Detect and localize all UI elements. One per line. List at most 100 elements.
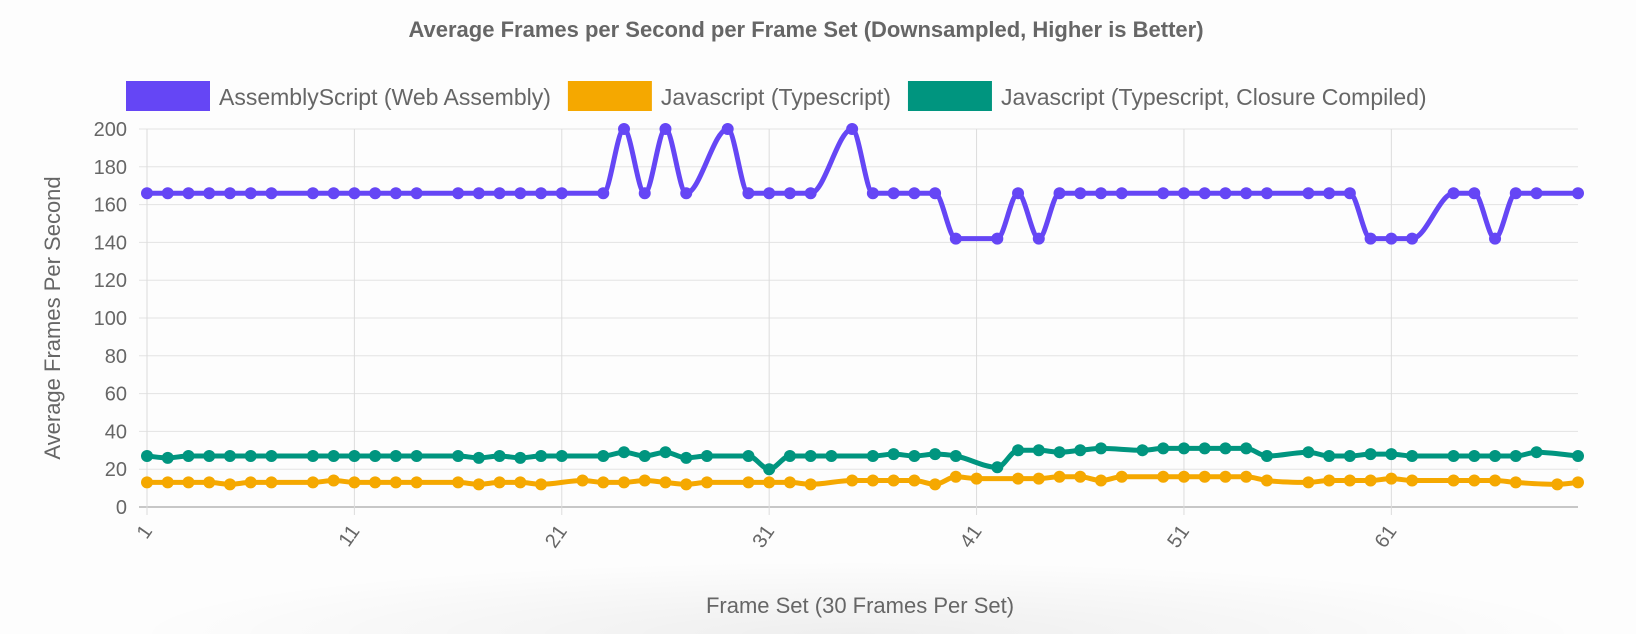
data-point[interactable] [1489, 474, 1502, 487]
data-point[interactable] [618, 476, 630, 489]
data-point[interactable] [1323, 474, 1336, 487]
data-point[interactable] [514, 451, 527, 464]
data-point[interactable] [1012, 187, 1025, 200]
data-point[interactable] [1468, 449, 1481, 462]
data-point[interactable] [659, 446, 672, 459]
data-point[interactable] [265, 476, 278, 489]
data-point[interactable] [306, 187, 319, 200]
data-point[interactable] [700, 449, 713, 462]
data-point[interactable] [410, 187, 423, 200]
data-point[interactable] [1572, 476, 1584, 489]
data-point[interactable] [1240, 470, 1253, 483]
data-point[interactable] [763, 187, 776, 200]
data-point[interactable] [161, 187, 174, 200]
data-point[interactable] [1572, 449, 1584, 462]
data-point[interactable] [1530, 187, 1543, 200]
data-point[interactable] [1115, 187, 1128, 200]
data-point[interactable] [1032, 444, 1045, 457]
data-point[interactable] [203, 449, 216, 462]
data-point[interactable] [1053, 470, 1066, 483]
data-point[interactable] [1447, 474, 1460, 487]
data-point[interactable] [804, 478, 817, 491]
data-point[interactable] [1447, 449, 1460, 462]
data-point[interactable] [763, 463, 776, 476]
data-point[interactable] [452, 449, 465, 462]
data-point[interactable] [908, 187, 921, 200]
data-point[interactable] [493, 476, 506, 489]
legend-item[interactable]: AssemblyScript (Web Assembly) [126, 81, 551, 111]
data-point[interactable] [1198, 187, 1211, 200]
data-point[interactable] [597, 187, 610, 200]
data-point[interactable] [597, 476, 610, 489]
data-point[interactable] [1198, 442, 1211, 455]
data-point[interactable] [1095, 187, 1107, 200]
data-point[interactable] [348, 187, 361, 200]
data-point[interactable] [1260, 449, 1273, 462]
data-point[interactable] [700, 476, 713, 489]
data-point[interactable] [887, 474, 900, 487]
data-point[interactable] [1302, 476, 1315, 489]
data-point[interactable] [618, 123, 630, 135]
data-point[interactable] [680, 478, 693, 491]
data-point[interactable] [866, 474, 879, 487]
data-point[interactable] [1157, 187, 1170, 200]
data-point[interactable] [1406, 474, 1419, 487]
data-point[interactable] [1240, 442, 1253, 455]
data-point[interactable] [555, 187, 568, 200]
data-point[interactable] [1323, 187, 1336, 200]
data-point[interactable] [327, 449, 340, 462]
data-point[interactable] [306, 476, 319, 489]
data-point[interactable] [389, 187, 402, 200]
data-point[interactable] [472, 478, 485, 491]
data-point[interactable] [1032, 472, 1045, 485]
data-point[interactable] [1115, 470, 1128, 483]
data-point[interactable] [949, 449, 962, 462]
data-point[interactable] [1572, 187, 1584, 200]
data-point[interactable] [369, 476, 382, 489]
data-point[interactable] [493, 187, 506, 200]
data-point[interactable] [1177, 470, 1190, 483]
data-point[interactable] [1343, 474, 1356, 487]
data-point[interactable] [244, 449, 257, 462]
data-point[interactable] [493, 449, 506, 462]
data-point[interactable] [1219, 470, 1232, 483]
data-point[interactable] [1240, 187, 1253, 200]
data-point[interactable] [680, 187, 693, 200]
legend[interactable]: AssemblyScript (Web Assembly) Javascript … [126, 81, 1427, 111]
data-point[interactable] [1509, 449, 1522, 462]
data-point[interactable] [182, 476, 195, 489]
data-point[interactable] [659, 123, 672, 135]
data-point[interactable] [535, 187, 548, 200]
data-point[interactable] [1074, 444, 1087, 457]
data-point[interactable] [244, 187, 257, 200]
data-point[interactable] [1177, 187, 1190, 200]
data-point[interactable] [1136, 444, 1149, 457]
data-point[interactable] [866, 187, 879, 200]
data-point[interactable] [742, 449, 755, 462]
data-point[interactable] [908, 474, 921, 487]
data-point[interactable] [203, 476, 216, 489]
data-point[interactable] [1198, 470, 1211, 483]
data-point[interactable] [638, 449, 651, 462]
data-point[interactable] [949, 232, 962, 245]
data-point[interactable] [1219, 187, 1232, 200]
data-point[interactable] [452, 476, 465, 489]
data-point[interactable] [991, 461, 1004, 474]
data-point[interactable] [1447, 187, 1460, 200]
data-point[interactable] [1551, 478, 1564, 491]
data-point[interactable] [389, 449, 402, 462]
data-point[interactable] [1406, 449, 1419, 462]
data-point[interactable] [1012, 472, 1025, 485]
data-point[interactable] [369, 449, 382, 462]
data-point[interactable] [244, 476, 257, 489]
data-point[interactable] [223, 187, 236, 200]
data-point[interactable] [638, 474, 651, 487]
data-point[interactable] [306, 449, 319, 462]
data-point[interactable] [1323, 449, 1336, 462]
data-point[interactable] [929, 187, 942, 200]
data-point[interactable] [203, 187, 216, 200]
data-point[interactable] [452, 187, 465, 200]
data-point[interactable] [348, 476, 361, 489]
data-point[interactable] [638, 187, 651, 200]
data-point[interactable] [991, 232, 1004, 245]
